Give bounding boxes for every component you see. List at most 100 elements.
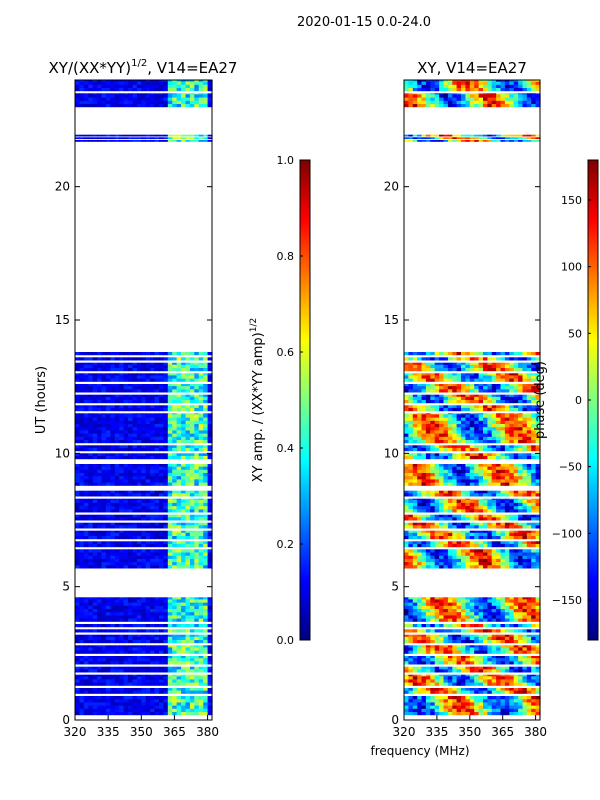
heatmap-cell xyxy=(119,552,125,556)
heatmap-cell xyxy=(105,399,111,404)
heatmap-cell xyxy=(452,690,458,694)
heatmap-cell xyxy=(421,561,427,566)
heatmap-cell xyxy=(417,705,423,709)
heatmap-cell xyxy=(105,405,111,408)
heatmap-cell xyxy=(83,492,89,497)
heatmap-cell xyxy=(88,455,94,460)
heatmap-cell xyxy=(535,650,541,654)
heatmap-cell xyxy=(167,385,173,390)
heatmap-cell xyxy=(154,618,160,622)
heatmap-cell xyxy=(141,429,147,434)
heatmap-cell xyxy=(172,645,178,648)
heatmap-cell xyxy=(513,682,519,686)
heatmap-cell xyxy=(491,505,497,510)
heatmap-cell xyxy=(425,688,431,691)
heatmap-cell xyxy=(163,97,169,101)
heatmap-cell xyxy=(189,711,195,716)
heatmap-cell xyxy=(88,374,94,379)
heatmap-cell xyxy=(531,561,537,566)
heatmap-cell xyxy=(421,514,427,518)
heatmap-cell xyxy=(167,384,173,387)
heatmap-cell xyxy=(119,608,125,613)
heatmap-cell xyxy=(105,413,111,415)
heatmap-cell xyxy=(496,705,502,709)
heatmap-cell xyxy=(518,696,524,700)
heatmap-cell xyxy=(509,711,515,716)
heatmap-cell xyxy=(123,564,129,569)
heatmap-cell xyxy=(185,490,191,494)
heatmap-cell xyxy=(75,505,80,510)
heatmap-cell xyxy=(478,656,484,659)
heatmap-cell xyxy=(88,134,94,137)
heatmap-cell xyxy=(443,657,449,662)
heatmap-cell xyxy=(404,696,409,700)
heatmap-cell xyxy=(79,639,85,644)
heatmap-cell xyxy=(483,502,488,507)
heatmap-cell xyxy=(194,611,200,616)
heatmap-cell xyxy=(163,636,169,640)
heatmap-cell xyxy=(207,656,213,659)
heatmap-cell xyxy=(167,426,173,431)
heatmap-cell xyxy=(123,608,129,613)
heatmap-cell xyxy=(172,93,178,95)
heatmap-cell xyxy=(443,708,449,712)
heatmap-cell xyxy=(123,696,129,700)
heatmap-cell xyxy=(408,524,414,529)
heatmap-cell xyxy=(176,352,182,356)
heatmap-cell xyxy=(487,701,493,706)
heatmap-cell xyxy=(141,93,147,98)
heatmap-cell xyxy=(456,564,462,569)
heatmap-cell xyxy=(88,407,94,412)
heatmap-cell xyxy=(456,629,462,633)
heatmap-cell xyxy=(172,535,178,540)
heatmap-cell xyxy=(132,499,138,503)
heatmap-cell xyxy=(425,701,431,706)
heatmap-cell xyxy=(97,436,103,440)
heatmap-cell xyxy=(128,708,133,712)
heatmap-cell xyxy=(408,696,414,700)
heatmap-cell xyxy=(194,558,200,563)
heatmap-cell xyxy=(526,646,532,651)
heatmap-cell xyxy=(163,508,169,513)
heatmap-cell xyxy=(159,678,164,683)
heatmap-cell xyxy=(522,605,528,609)
heatmap-cell xyxy=(172,472,178,477)
heatmap-cell xyxy=(513,608,519,613)
heatmap-cell xyxy=(474,541,480,544)
heatmap-cell xyxy=(141,405,147,408)
heatmap-cell xyxy=(123,492,129,497)
heatmap-cell xyxy=(504,636,510,640)
heatmap-cell xyxy=(97,514,103,518)
heatmap-cell xyxy=(75,413,80,415)
heatmap-cell xyxy=(172,426,178,431)
heatmap-cell xyxy=(465,532,471,536)
heatmap-cell xyxy=(203,524,209,529)
heatmap-cell xyxy=(128,597,133,600)
heatmap-cell xyxy=(79,433,85,437)
heatmap-cell xyxy=(203,407,209,412)
heatmap-cell xyxy=(526,524,532,529)
heatmap-cell xyxy=(194,423,200,428)
heatmap-cell xyxy=(478,498,484,500)
heatmap-cell xyxy=(159,367,164,372)
heatmap-cell xyxy=(176,522,182,526)
heatmap-cell xyxy=(483,636,488,640)
heatmap-cell xyxy=(203,674,209,677)
heatmap-cell xyxy=(150,93,156,98)
heatmap-cell xyxy=(189,549,195,553)
heatmap-cell xyxy=(198,657,204,662)
heatmap-cell xyxy=(97,384,103,387)
heatmap-cell xyxy=(207,436,213,440)
heatmap-cell xyxy=(469,522,475,526)
heatmap-cell xyxy=(83,413,89,418)
heatmap-cell xyxy=(145,384,151,387)
heatmap-cell xyxy=(518,508,524,513)
heatmap-cell xyxy=(163,645,169,648)
heatmap-cell xyxy=(509,543,515,548)
heatmap-cell xyxy=(97,499,103,503)
heatmap-cell xyxy=(167,646,173,651)
heatmap-cell xyxy=(535,543,541,548)
heatmap-cell xyxy=(154,549,160,553)
heatmap-cell xyxy=(114,464,120,467)
heatmap-cell xyxy=(88,373,94,376)
